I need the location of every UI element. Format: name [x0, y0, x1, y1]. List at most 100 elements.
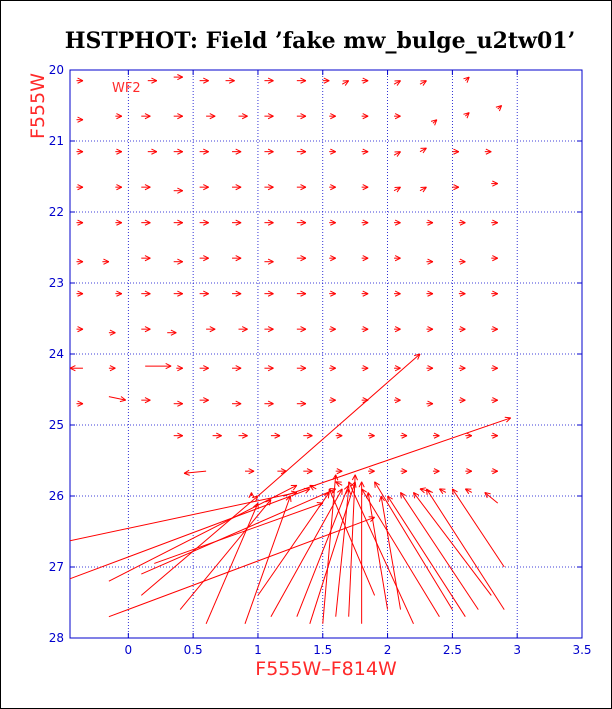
short-arrow	[361, 255, 369, 262]
short-arrow	[141, 326, 151, 333]
short-arrow	[199, 290, 209, 297]
short-arrow	[491, 219, 498, 226]
short-arrow	[145, 363, 172, 370]
short-arrow	[329, 326, 336, 333]
short-arrow	[264, 258, 274, 265]
short-arrow	[484, 148, 492, 155]
short-arrow	[232, 148, 242, 155]
short-arrow	[108, 329, 116, 336]
long-arrow	[484, 491, 499, 504]
y-axis-label: F555W	[27, 73, 49, 139]
short-arrow	[173, 219, 183, 226]
short-arrow	[206, 113, 216, 120]
short-arrow	[361, 326, 369, 333]
short-arrow	[115, 184, 123, 191]
short-arrow	[394, 326, 401, 333]
short-arrow	[199, 255, 209, 262]
short-arrow	[206, 326, 216, 333]
long-arrow	[387, 495, 466, 617]
short-arrow	[329, 365, 336, 372]
short-arrow	[296, 326, 307, 333]
short-arrow	[199, 365, 209, 372]
short-arrow	[296, 219, 307, 226]
x-tick-label: 2.5	[443, 643, 462, 657]
short-arrow	[463, 112, 470, 119]
short-arrow	[491, 468, 498, 475]
short-arrow	[76, 400, 84, 407]
long-arrow	[348, 481, 414, 625]
short-arrow	[173, 290, 183, 297]
short-arrow	[491, 365, 498, 372]
short-arrow	[465, 468, 473, 475]
short-arrow	[495, 105, 503, 112]
long-arrow	[141, 488, 337, 575]
short-arrow	[264, 290, 274, 297]
short-arrow	[173, 400, 183, 407]
short-arrow	[199, 77, 209, 84]
long-arrow	[108, 484, 298, 582]
short-arrow	[329, 397, 336, 404]
short-arrow	[141, 219, 151, 226]
short-arrow	[361, 290, 369, 297]
x-tick-label: 2	[384, 643, 392, 657]
long-arrow	[374, 481, 453, 610]
short-arrow	[296, 77, 307, 84]
y-tick-label: 24	[49, 347, 64, 361]
short-arrow	[426, 365, 434, 372]
short-arrow	[238, 113, 248, 120]
short-arrow	[270, 432, 281, 439]
short-arrow	[296, 400, 307, 407]
short-arrow	[296, 365, 307, 372]
long-arrow	[348, 474, 358, 617]
short-arrow	[335, 432, 343, 439]
short-arrow	[264, 184, 274, 191]
short-arrow	[361, 77, 369, 84]
short-arrow	[463, 76, 470, 83]
short-arrow	[173, 113, 183, 120]
short-arrow	[329, 219, 336, 226]
short-arrow	[368, 432, 375, 439]
short-arrow	[264, 113, 274, 120]
short-arrow	[393, 186, 401, 193]
short-arrow	[76, 116, 84, 123]
short-arrow	[76, 77, 84, 84]
short-arrow	[141, 397, 151, 404]
short-arrow	[368, 468, 375, 475]
short-arrow	[458, 258, 466, 265]
long-arrow	[179, 499, 272, 610]
short-arrow	[361, 148, 369, 155]
short-arrow	[361, 219, 369, 226]
short-arrow	[296, 113, 307, 120]
short-arrow	[452, 184, 460, 191]
short-arrow	[394, 255, 401, 262]
x-tick-label: 1	[254, 643, 262, 657]
x-tick-label: 1.5	[313, 643, 332, 657]
short-arrow	[458, 397, 466, 404]
chart-title: HSTPHOT: Field ’fake mw_bulge_u2tw01’	[65, 28, 576, 54]
short-arrow	[264, 219, 274, 226]
short-arrow	[264, 400, 274, 407]
short-arrow	[141, 184, 151, 191]
short-arrow	[115, 219, 123, 226]
long-arrow	[328, 488, 376, 596]
long-arrow	[154, 501, 324, 564]
short-arrow	[458, 219, 466, 226]
long-arrow	[257, 353, 421, 497]
long-arrow	[205, 502, 259, 624]
short-arrow	[393, 151, 401, 157]
short-arrow	[212, 432, 222, 439]
short-arrow	[329, 113, 336, 120]
long-arrow	[365, 492, 389, 610]
short-arrow	[232, 219, 242, 226]
short-arrow	[199, 397, 209, 404]
short-arrow	[76, 219, 84, 226]
short-arrow	[296, 290, 307, 297]
x-tick-label: 3.5	[572, 643, 591, 657]
short-arrow	[303, 468, 313, 475]
short-arrow	[465, 432, 473, 439]
short-arrow	[426, 400, 434, 407]
short-arrow	[167, 329, 177, 336]
y-tick-label: 27	[49, 560, 64, 574]
short-arrow	[341, 80, 350, 86]
